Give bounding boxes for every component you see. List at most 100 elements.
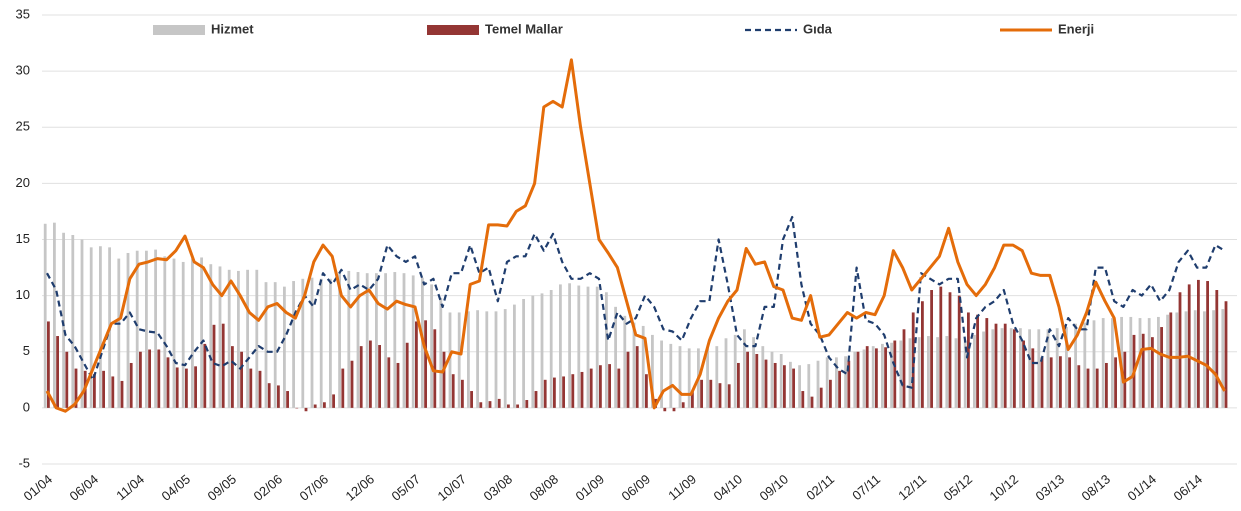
bar	[764, 359, 768, 408]
bar	[1092, 320, 1096, 408]
bar	[626, 351, 630, 408]
bar	[994, 323, 998, 408]
bar	[580, 371, 584, 408]
bar	[304, 407, 308, 412]
bar	[185, 368, 188, 408]
bar	[117, 258, 121, 408]
bar	[212, 324, 216, 408]
bar	[200, 257, 203, 408]
bar	[503, 309, 507, 408]
legend-label: Temel Mallar	[485, 21, 563, 36]
bar	[553, 377, 556, 408]
bar	[691, 391, 694, 408]
bar	[157, 349, 161, 408]
bar	[623, 315, 627, 408]
bar	[844, 356, 847, 408]
bar	[172, 258, 176, 408]
bar	[277, 385, 280, 408]
bar	[746, 351, 749, 408]
bar	[562, 376, 565, 408]
bar	[614, 306, 617, 408]
bar	[1049, 357, 1053, 408]
bar	[884, 347, 887, 408]
x-tick-label: 02/06	[251, 471, 286, 503]
bar	[936, 337, 939, 408]
bar	[227, 269, 231, 408]
x-tick-label: 07/06	[297, 471, 332, 503]
bar	[540, 293, 544, 408]
bar	[939, 286, 943, 408]
bar	[835, 357, 838, 408]
bar	[945, 336, 949, 408]
bar	[405, 342, 409, 408]
bar	[982, 331, 985, 408]
bar	[632, 322, 636, 408]
bar	[792, 368, 795, 408]
bar	[71, 235, 75, 408]
bar	[687, 348, 691, 408]
bar	[43, 223, 47, 408]
bar	[139, 351, 142, 408]
bar	[853, 351, 857, 408]
bar	[258, 370, 262, 408]
bar	[798, 365, 801, 408]
bar	[1206, 281, 1209, 408]
bar	[651, 334, 654, 408]
bar	[313, 404, 317, 408]
bar	[470, 391, 473, 408]
bar	[430, 284, 433, 408]
bar	[467, 311, 470, 408]
bar	[1203, 311, 1206, 408]
bar	[1184, 311, 1188, 408]
x-tick-label: 07/11	[849, 471, 883, 503]
bar	[246, 269, 249, 408]
bar	[525, 400, 529, 408]
bar	[135, 250, 139, 408]
bar	[819, 387, 823, 408]
bar	[378, 345, 381, 408]
bar	[967, 312, 970, 408]
bar	[448, 312, 452, 408]
bar	[341, 368, 345, 408]
bar	[1105, 362, 1108, 408]
bar	[733, 334, 737, 408]
bar	[154, 249, 157, 408]
bar	[476, 310, 479, 408]
bar	[310, 277, 314, 408]
bar	[921, 301, 924, 408]
bar	[62, 232, 65, 408]
bar	[319, 278, 323, 408]
bar	[1086, 368, 1090, 408]
bar	[973, 334, 976, 408]
bar	[678, 346, 682, 408]
bar	[871, 346, 875, 408]
bar	[571, 374, 575, 408]
bar	[145, 250, 148, 408]
bar	[617, 368, 621, 408]
bar	[393, 272, 397, 408]
bar	[163, 256, 167, 408]
bar	[829, 379, 832, 408]
legend-label: Enerji	[1058, 21, 1094, 36]
legend-swatch	[153, 25, 205, 35]
bar	[89, 247, 93, 408]
bar	[286, 391, 289, 408]
x-tick-label: 12/11	[895, 471, 929, 503]
bar	[605, 292, 608, 408]
bar	[531, 295, 535, 408]
x-tick-label: 04/10	[711, 471, 746, 503]
bar	[522, 298, 525, 408]
legend-label: Hizmet	[211, 21, 254, 36]
bar	[129, 362, 133, 408]
x-tick-label: 06/14	[1171, 471, 1206, 503]
bar	[255, 269, 259, 408]
bar	[1212, 310, 1215, 408]
x-tick-label: 06/09	[619, 471, 654, 503]
bar	[1022, 340, 1025, 408]
bar	[350, 360, 354, 408]
bar	[586, 286, 590, 408]
bar	[359, 346, 363, 408]
bar	[881, 343, 884, 408]
bar	[411, 275, 415, 408]
bar	[1040, 357, 1044, 408]
